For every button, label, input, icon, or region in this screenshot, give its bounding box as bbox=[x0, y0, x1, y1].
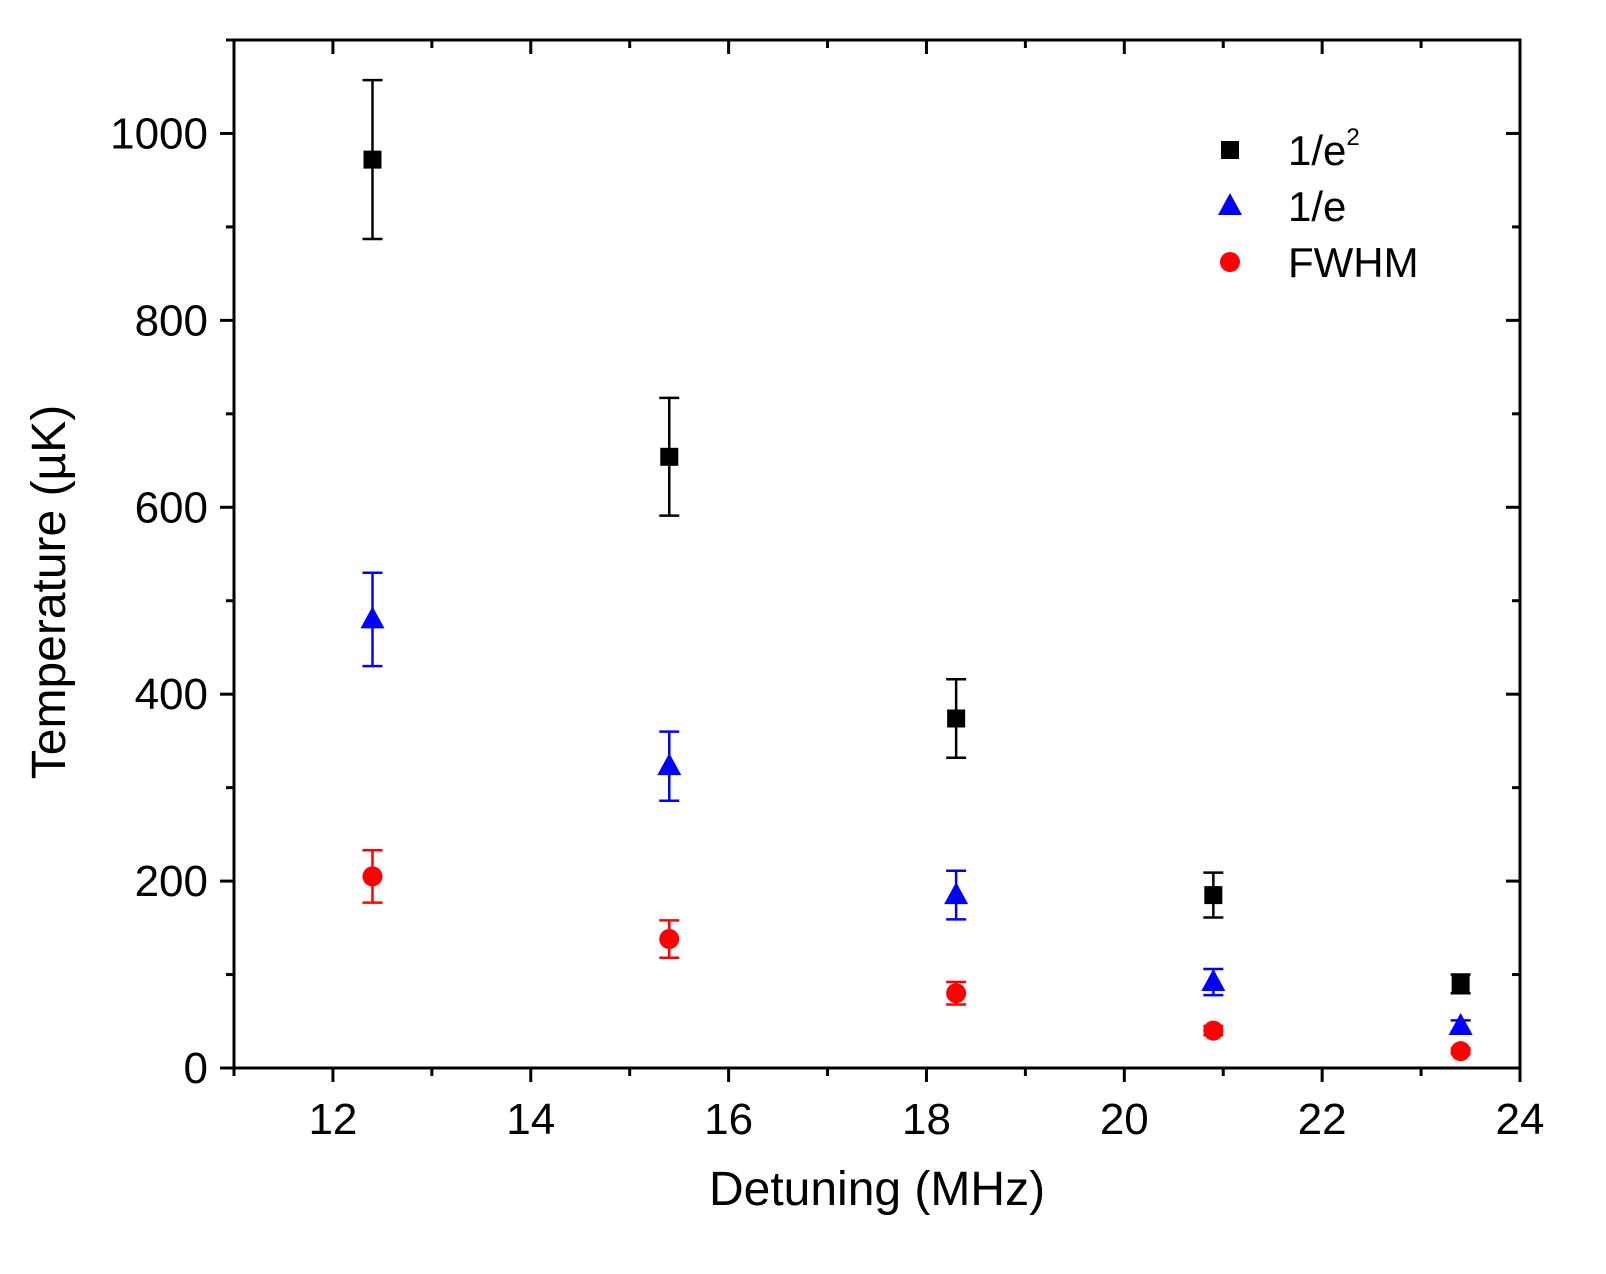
legend-label: 1/e bbox=[1288, 183, 1346, 230]
data-point bbox=[659, 929, 680, 950]
x-tick-label: 22 bbox=[1298, 1095, 1347, 1144]
data-point bbox=[360, 606, 385, 629]
x-tick-label: 24 bbox=[1496, 1095, 1545, 1144]
data-point bbox=[1201, 969, 1226, 992]
y-tick-label: 0 bbox=[184, 1044, 208, 1093]
tick-labels: 12 14 16 18 20 22 24 0 200 400 600 800 1000 bbox=[110, 109, 1544, 1144]
series-triangle bbox=[360, 571, 1473, 1035]
series-circle bbox=[362, 849, 1471, 1062]
data-point bbox=[363, 150, 382, 169]
y-tick-label: 600 bbox=[135, 483, 208, 532]
legend-marker bbox=[1221, 141, 1239, 159]
data-point bbox=[1450, 1041, 1471, 1062]
x-tick-label: 12 bbox=[308, 1095, 357, 1144]
axis-ticks bbox=[220, 38, 1522, 1082]
data-point bbox=[660, 447, 679, 466]
y-tick-label: 1000 bbox=[110, 109, 208, 158]
y-tick-label: 400 bbox=[135, 670, 208, 719]
legend-marker bbox=[1220, 252, 1240, 272]
legend-label: 1/e2 bbox=[1288, 124, 1360, 174]
data-point bbox=[657, 753, 682, 776]
y-axis-title: Temperature (µK) bbox=[23, 405, 76, 779]
series-square bbox=[362, 78, 1471, 995]
data-point bbox=[944, 882, 969, 905]
data-point bbox=[362, 866, 383, 887]
y-tick-label: 200 bbox=[135, 857, 208, 906]
y-tick-label: 800 bbox=[135, 296, 208, 345]
x-axis-title: Detuning (MHz) bbox=[709, 1163, 1045, 1216]
x-tick-label: 14 bbox=[506, 1095, 555, 1144]
data-point bbox=[1451, 974, 1470, 993]
plot-frame bbox=[232, 38, 1522, 1070]
data-point bbox=[946, 983, 967, 1004]
data-point bbox=[1203, 1020, 1224, 1041]
x-tick-label: 16 bbox=[704, 1095, 753, 1144]
legend-label: FWHM bbox=[1288, 239, 1419, 286]
data-point bbox=[1204, 886, 1223, 905]
legend-marker bbox=[1218, 193, 1242, 215]
data-series bbox=[360, 78, 1473, 1062]
legend-label-superscript: 2 bbox=[1346, 124, 1359, 151]
data-point bbox=[947, 709, 966, 728]
data-point bbox=[1448, 1012, 1473, 1035]
x-tick-label: 20 bbox=[1100, 1095, 1149, 1144]
legend: 1/e2 1/e FWHM bbox=[1218, 124, 1419, 286]
x-tick-label: 18 bbox=[902, 1095, 951, 1144]
